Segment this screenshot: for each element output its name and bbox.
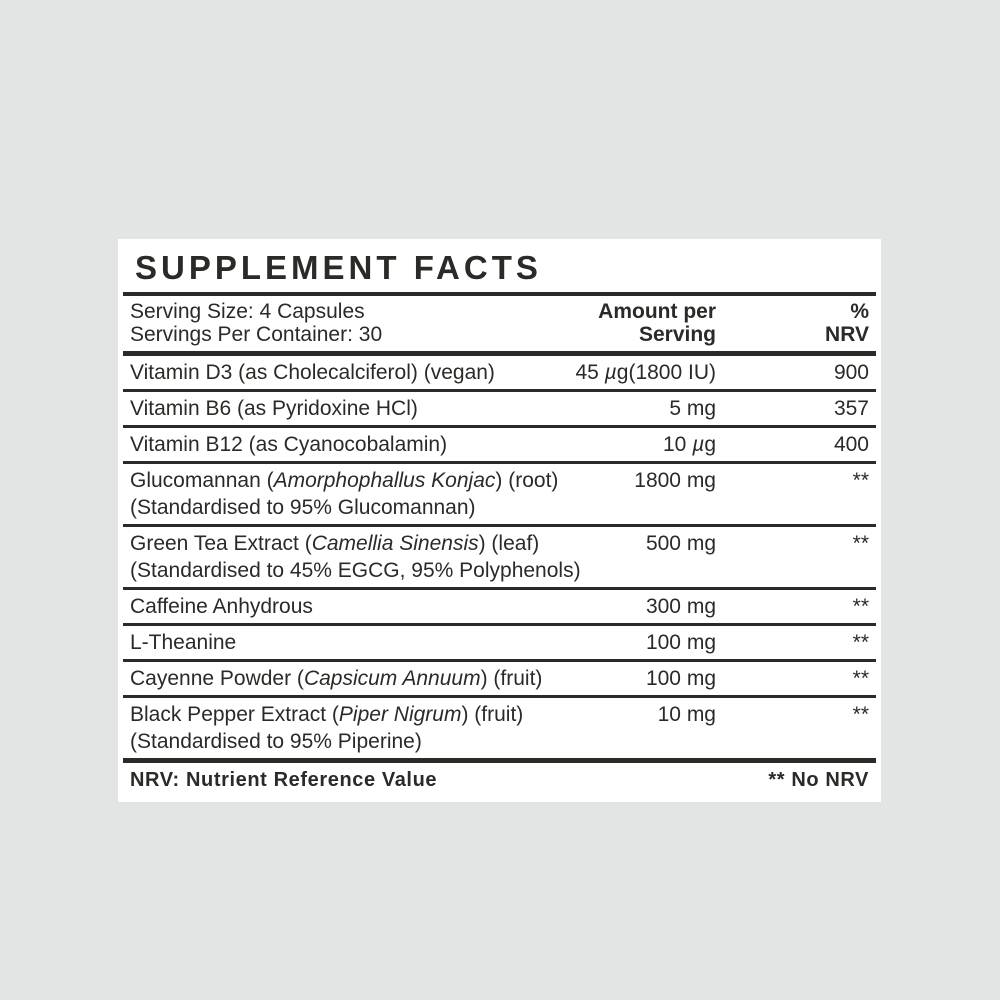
ingredient-nrv: 357 [833, 397, 869, 420]
ingredient-name: L-Theanine [130, 631, 237, 654]
amount-column-header: Amount per Serving [598, 300, 716, 346]
ingredient-nrv: ** [852, 595, 869, 618]
table-row: Caffeine Anhydrous 300 mg ** [123, 590, 876, 626]
table-row: Vitamin B12 (as Cyanocobalamin) 10 µg 400 [123, 428, 876, 464]
ingredient-amount: 5 mg [669, 397, 716, 420]
table-row: Green Tea Extract (Camellia Sinensis) (l… [123, 527, 876, 590]
ingredient-standardisation: (Standardised to 95% Glucomannan) [130, 496, 476, 519]
ingredient-name: Vitamin B12 (as Cyanocobalamin) [130, 433, 448, 456]
servings-per-container-text: Servings Per Container: 30 [130, 323, 383, 346]
ingredient-name: Cayenne Powder (Capsicum Annuum) (fruit) [130, 667, 543, 690]
ingredient-amount: 100 mg [645, 631, 716, 654]
ingredient-amount: 10 µg [663, 433, 716, 456]
footer-row: NRV: Nutrient Reference Value ** No NRV [123, 758, 876, 796]
ingredient-nrv: ** [852, 469, 869, 492]
table-row: Vitamin B6 (as Pyridoxine HCl) 5 mg 357 [123, 392, 876, 428]
ingredient-name: Vitamin B6 (as Pyridoxine HCl) [130, 397, 418, 420]
nrv-header-line1: % [850, 300, 869, 323]
ingredient-name: Vitamin D3 (as Cholecalciferol) (vegan) [130, 361, 495, 384]
ingredient-amount: 45 µg(1800 IU) [575, 361, 716, 384]
panel-title: SUPPLEMENT FACTS [123, 239, 876, 296]
serving-size-text: Serving Size: 4 Capsules [130, 300, 365, 323]
ingredient-amount: 1800 mg [634, 469, 716, 492]
ingredient-nrv: ** [852, 631, 869, 654]
ingredient-nrv: 400 [833, 433, 869, 456]
ingredient-amount: 10 mg [657, 703, 716, 726]
ingredient-amount: 500 mg [645, 532, 716, 555]
table-row: Black Pepper Extract (Piper Nigrum) (fru… [123, 698, 876, 758]
nrv-column-header: % NRV [825, 300, 869, 346]
ingredient-name: Green Tea Extract (Camellia Sinensis) (l… [130, 530, 626, 584]
nrv-header-line2: NRV [825, 323, 869, 346]
nrv-definition-text: NRV: Nutrient Reference Value [130, 769, 438, 791]
serving-header-row: Serving Size: 4 Capsules Servings Per Co… [123, 296, 876, 356]
table-row: L-Theanine 100 mg ** [123, 626, 876, 662]
ingredient-standardisation: (Standardised to 45% EGCG, 95% Polypheno… [130, 559, 581, 582]
facts-rows: Vitamin D3 (as Cholecalciferol) (vegan) 4… [123, 356, 876, 758]
table-row: Glucomannan (Amorphophallus Konjac) (roo… [123, 464, 876, 527]
no-nrv-note-text: ** No NRV [768, 769, 869, 791]
table-row: Cayenne Powder (Capsicum Annuum) (fruit)… [123, 662, 876, 698]
ingredient-amount: 100 mg [645, 667, 716, 690]
ingredient-name: Caffeine Anhydrous [130, 595, 313, 618]
ingredient-nrv: ** [852, 703, 869, 726]
ingredient-name: Glucomannan (Amorphophallus Konjac) (roo… [130, 467, 626, 521]
ingredient-nrv: 900 [833, 361, 869, 384]
ingredient-nrv: ** [852, 667, 869, 690]
ingredient-standardisation: (Standardised to 95% Piperine) [130, 730, 422, 753]
amount-header-line1: Amount per [598, 300, 716, 323]
ingredient-amount: 300 mg [645, 595, 716, 618]
ingredient-name: Black Pepper Extract (Piper Nigrum) (fru… [130, 701, 626, 755]
table-row: Vitamin D3 (as Cholecalciferol) (vegan) 4… [123, 356, 876, 392]
amount-header-line2: Serving [638, 323, 716, 346]
ingredient-nrv: ** [852, 532, 869, 555]
supplement-facts-panel: SUPPLEMENT FACTS Serving Size: 4 Capsule… [118, 239, 881, 802]
